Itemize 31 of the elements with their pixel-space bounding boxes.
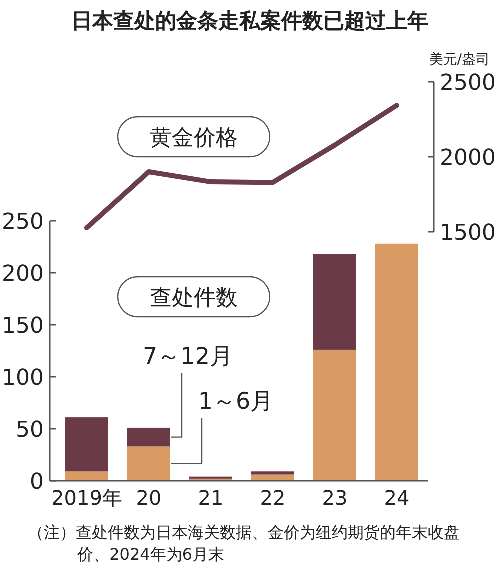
x-tick-label: 20 xyxy=(136,486,162,510)
x-tick-label: 21 xyxy=(198,486,224,510)
text: （注）查处件数为日本海关数据、金价为纽约期货的年末收盘价、2024年为6月末 xyxy=(28,522,461,566)
x-tick-label: 24 xyxy=(384,486,410,510)
bar xyxy=(314,254,356,350)
bar xyxy=(66,472,108,481)
x-tick-label: 2019年 xyxy=(52,486,122,510)
y-tick-label: 2500 xyxy=(440,71,496,96)
bar xyxy=(128,446,170,481)
chart-title: 日本查处的金条走私案件数已超过上年 xyxy=(72,9,428,33)
bar xyxy=(66,418,108,472)
x-tick-label: 22 xyxy=(260,486,286,510)
bar xyxy=(314,350,356,481)
bar xyxy=(252,472,294,475)
y-tick-label: 200 xyxy=(2,262,44,287)
bar xyxy=(128,428,170,447)
y-tick-label: 100 xyxy=(2,366,44,391)
annotation: 查处件数 xyxy=(117,276,271,318)
y-tick-label: 2000 xyxy=(440,146,496,171)
y-tick-label: 0 xyxy=(30,470,44,495)
x-tick-label: 23 xyxy=(322,486,348,510)
y-tick-label: 250 xyxy=(2,210,44,235)
text: 7～12月 xyxy=(143,344,233,370)
bar xyxy=(376,244,418,481)
y-axis-title: 美元/盎司 xyxy=(429,52,490,68)
annotation: 查处件数 xyxy=(150,286,238,311)
y-tick-label: 50 xyxy=(16,418,44,443)
y-tick-label: 1500 xyxy=(440,221,496,246)
series-label: 1～6月 xyxy=(198,389,274,415)
y-tick-label: 150 xyxy=(2,314,44,339)
series-label: 黄金价格 xyxy=(150,126,238,151)
